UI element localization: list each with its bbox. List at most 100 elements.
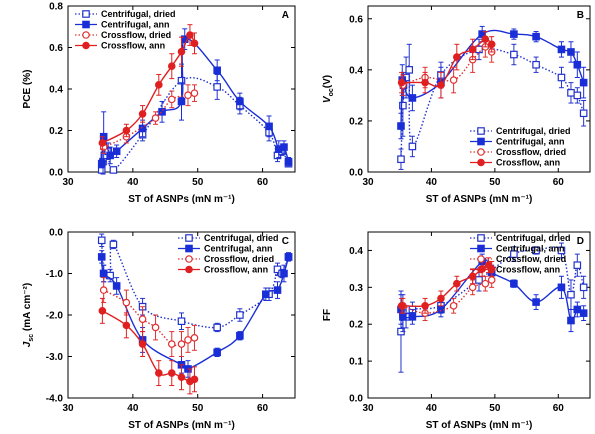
series-crossflow-dried bbox=[399, 36, 496, 96]
series-crossflow-dried bbox=[99, 84, 199, 154]
data-point bbox=[190, 334, 199, 342]
data-point bbox=[449, 301, 458, 310]
x-tick-label: 30 bbox=[362, 177, 374, 188]
x-tick-label: 60 bbox=[553, 403, 565, 414]
data-point bbox=[167, 95, 176, 104]
x-axis-title: ST of ASNPs (mN m⁻¹) bbox=[426, 194, 533, 205]
legend-marker bbox=[82, 41, 90, 50]
series-line bbox=[402, 279, 493, 314]
data-point bbox=[397, 122, 405, 130]
data-point bbox=[213, 66, 221, 75]
data-point bbox=[122, 321, 131, 330]
y-tick-label: 0.4 bbox=[349, 65, 363, 76]
legend-marker bbox=[477, 265, 485, 274]
data-point bbox=[151, 114, 160, 122]
legend-label: Crossflow, ann bbox=[496, 158, 560, 168]
legend-marker bbox=[477, 158, 485, 167]
data-point bbox=[397, 155, 405, 164]
data-point bbox=[106, 151, 114, 160]
data-point bbox=[236, 331, 244, 340]
legend-marker bbox=[477, 234, 485, 242]
data-point bbox=[487, 276, 496, 284]
data-point bbox=[280, 143, 288, 151]
y-tick-label: 0.0 bbox=[349, 394, 363, 405]
x-tick-label: 40 bbox=[426, 177, 438, 188]
x-tick-label: 60 bbox=[257, 177, 269, 188]
data-point bbox=[573, 60, 582, 69]
data-point bbox=[213, 83, 221, 91]
legend-label: Crossflow, dried bbox=[204, 254, 274, 264]
data-point bbox=[190, 89, 199, 97]
y-tick-label: 0.0 bbox=[49, 228, 63, 239]
data-point bbox=[481, 35, 490, 44]
data-point bbox=[468, 45, 477, 54]
x-tick-label: 60 bbox=[257, 403, 269, 414]
y-tick-label: -3.0 bbox=[46, 352, 64, 363]
data-point bbox=[213, 323, 221, 332]
y-axis-title: PCE (%) bbox=[22, 70, 33, 109]
data-point bbox=[399, 313, 407, 321]
x-tick-label: 60 bbox=[553, 177, 565, 188]
data-point bbox=[151, 323, 160, 332]
data-point bbox=[421, 301, 429, 310]
data-point bbox=[408, 142, 417, 151]
data-point bbox=[481, 279, 490, 288]
data-point bbox=[557, 73, 566, 82]
data-point bbox=[284, 157, 293, 166]
data-point bbox=[557, 45, 566, 54]
x-tick-label: 40 bbox=[127, 177, 139, 188]
y-axis-title: FF bbox=[322, 309, 333, 321]
data-point bbox=[579, 283, 588, 292]
data-point bbox=[408, 94, 417, 102]
data-point bbox=[475, 276, 483, 284]
data-point bbox=[437, 81, 445, 89]
plot-frame bbox=[367, 5, 591, 173]
chart-panel-c: 30 40 50 60 0.0 -1.0 -2.0 -3.0 -4.0 C ST of ASNPs … bbox=[22, 228, 296, 431]
data-point bbox=[213, 348, 221, 357]
data-point bbox=[184, 336, 192, 344]
legend-marker bbox=[82, 31, 90, 39]
x-tick-label: 50 bbox=[192, 177, 204, 188]
data-point bbox=[510, 279, 518, 288]
y-tick-label: 0.6 bbox=[349, 14, 363, 25]
data-point bbox=[112, 282, 121, 290]
data-point bbox=[421, 78, 429, 87]
data-point bbox=[184, 91, 192, 100]
data-point bbox=[284, 253, 293, 261]
legend-label: Centrifugal, ann bbox=[204, 244, 273, 254]
chart-panel-d: 30 40 50 60 0.0 0.1 0.2 0.3 0.4 D ST of ASNPs (mN … bbox=[322, 231, 591, 431]
data-point bbox=[99, 286, 108, 294]
y-tick-label: 0.0 bbox=[349, 168, 363, 179]
legend-label: Centrifugal, ann bbox=[496, 244, 565, 254]
data-point bbox=[190, 39, 199, 48]
data-point bbox=[397, 78, 406, 87]
data-point bbox=[109, 240, 118, 249]
data-point bbox=[177, 317, 186, 326]
x-tick-label: 50 bbox=[489, 403, 501, 414]
data-point bbox=[452, 279, 461, 288]
data-point bbox=[177, 340, 186, 348]
data-point bbox=[510, 30, 518, 38]
y-tick-label: 0.8 bbox=[49, 2, 63, 13]
data-point bbox=[468, 272, 477, 281]
data-point bbox=[567, 316, 575, 325]
data-point bbox=[567, 290, 575, 299]
data-point bbox=[557, 283, 566, 292]
legend-marker bbox=[477, 137, 485, 146]
y-tick-label: -2.0 bbox=[46, 311, 64, 322]
legend-label: Centrifugal, dried bbox=[204, 233, 279, 243]
data-point bbox=[177, 373, 186, 382]
data-point bbox=[109, 166, 118, 174]
data-point bbox=[532, 60, 540, 69]
x-axis-title: ST of ASNPs (mN m⁻¹) bbox=[426, 420, 533, 431]
data-point bbox=[408, 313, 417, 321]
chart-panel-b: 30 40 50 60 0.0 0.2 0.4 0.6 B ST of ASNPs (mN m⁻¹… bbox=[322, 5, 591, 205]
data-point bbox=[186, 31, 194, 39]
legend-label: Crossflow, dried bbox=[496, 147, 566, 157]
data-point bbox=[138, 110, 147, 118]
data-point bbox=[97, 159, 106, 168]
data-point bbox=[399, 101, 407, 110]
y-tick-label: -1.0 bbox=[46, 269, 64, 280]
